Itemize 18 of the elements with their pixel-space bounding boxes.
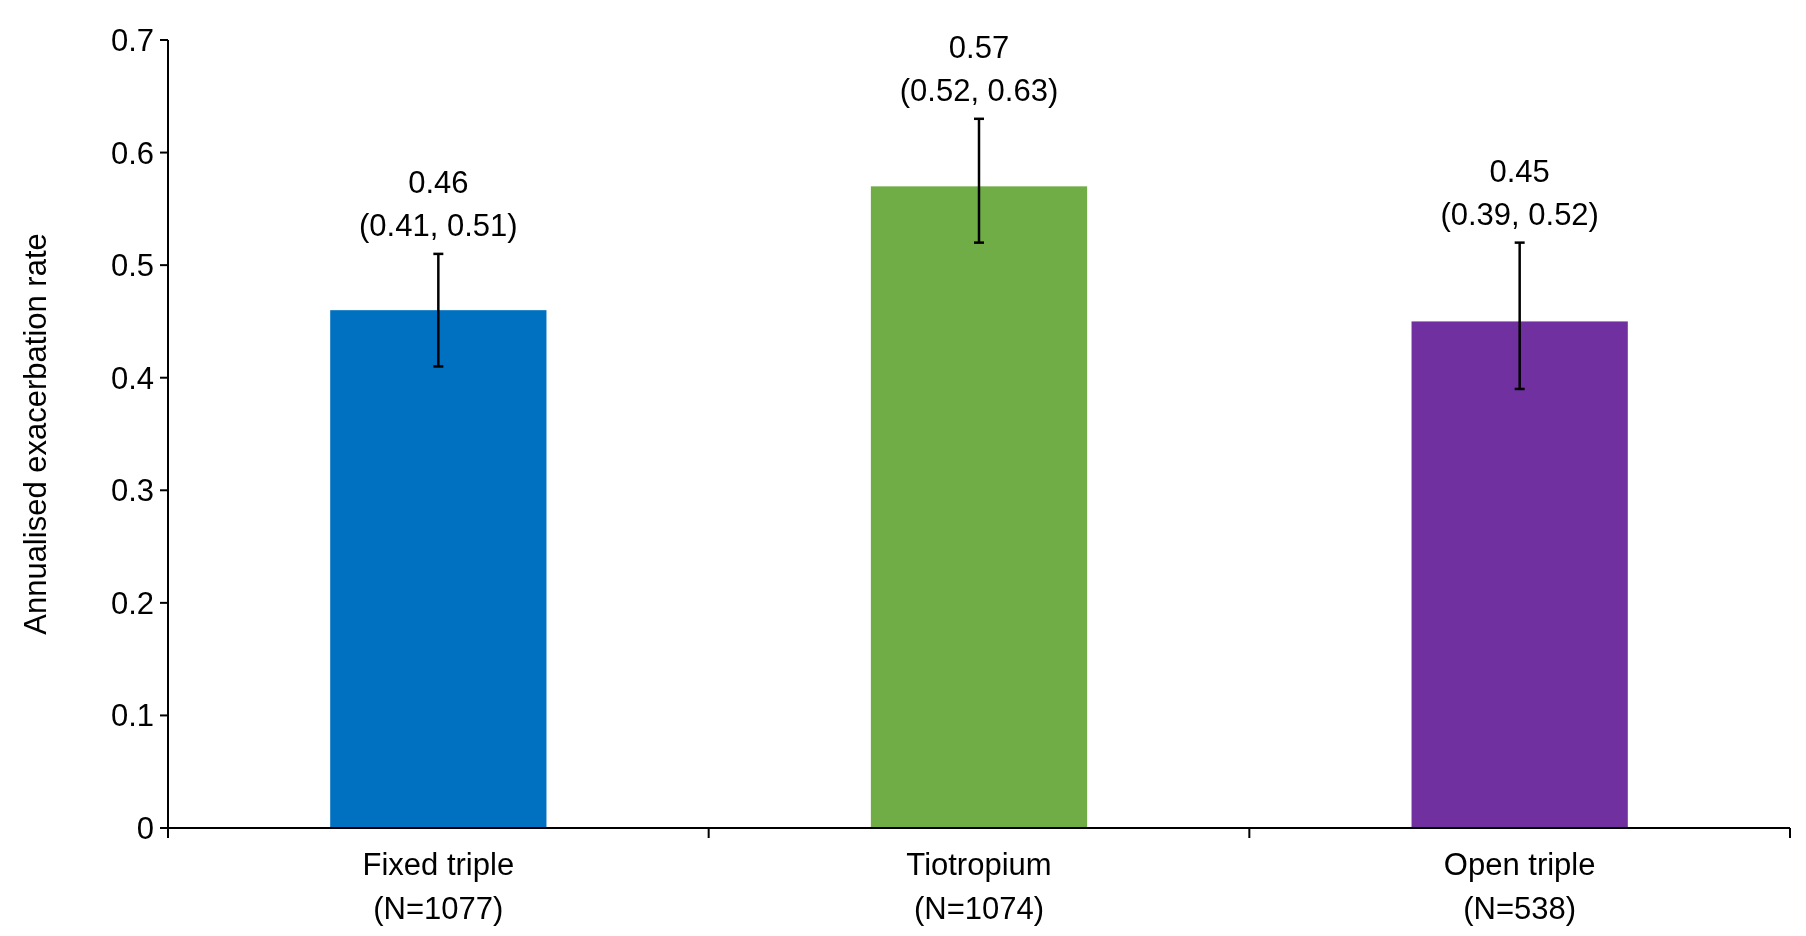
data-label: 0.57 (0.52, 0.63) [899, 29, 1059, 108]
x-tick-label: Tiotropium (N=1074) [906, 847, 1052, 926]
y-tick-label: 0.7 [110, 23, 154, 58]
y-tick-label: 0.3 [110, 473, 154, 509]
y-tick-label: 0.5 [110, 248, 154, 284]
x-tick-label: Open triple (N=538) [1443, 847, 1596, 926]
x-tick-label: Fixed triple (N=1077) [362, 847, 515, 926]
y-tick-label: 0 [136, 811, 154, 846]
y-tick-label: 0.6 [110, 135, 154, 171]
data-label: 0.46 (0.41, 0.51) [359, 164, 518, 243]
y-tick-label: 0.4 [110, 360, 154, 396]
bar [870, 186, 1088, 828]
data-label: 0.45 (0.39, 0.52) [1440, 153, 1599, 232]
y-tick-label: 0.1 [110, 698, 154, 734]
y-axis-title: Annualised exacerbation rate [18, 233, 53, 635]
bar [330, 310, 547, 828]
y-tick-label: 0.2 [110, 585, 154, 621]
bar [1411, 321, 1628, 828]
